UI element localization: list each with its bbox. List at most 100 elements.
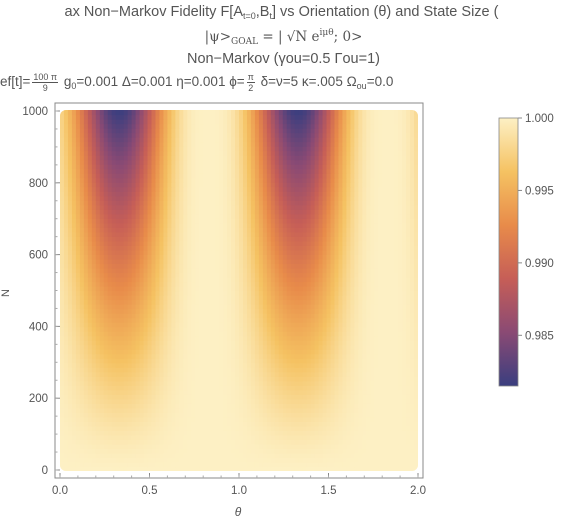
heatmap-cell: [310, 367, 316, 373]
heatmap-cell: [386, 272, 391, 278]
heatmap-cell: [183, 304, 188, 310]
heatmap-cell: [239, 267, 244, 274]
heatmap-cell: [103, 295, 109, 301]
heatmap-cell: [266, 416, 272, 422]
heatmap-cell: [278, 385, 284, 391]
heatmap-cell: [342, 425, 347, 431]
heatmap-cell: [67, 285, 73, 292]
heatmap-cell: [115, 403, 121, 409]
heatmap-cell: [250, 416, 256, 422]
heatmap-cell: [370, 412, 375, 418]
heatmap-cell: [67, 430, 73, 436]
heatmap-cell: [410, 231, 415, 237]
heatmap-cell: [294, 340, 300, 346]
heatmap-cell: [254, 295, 260, 301]
heatmap-cell: [60, 240, 65, 246]
heatmap-cell: [191, 452, 196, 459]
heatmap-cell: [278, 281, 284, 287]
heatmap-cell: [334, 461, 340, 468]
heatmap-cell: [374, 394, 379, 400]
heatmap-cell: [175, 358, 180, 364]
heatmap-cell: [326, 222, 332, 228]
heatmap-cell: [338, 407, 344, 413]
heatmap-cell: [410, 380, 415, 386]
heatmap-cell: [187, 254, 192, 260]
heatmap-cell: [330, 457, 336, 463]
heatmap-cell: [294, 290, 300, 296]
heatmap-cell: [119, 362, 125, 368]
heatmap-cell: [215, 276, 220, 283]
heatmap-cell: [270, 227, 276, 233]
heatmap-cell: [262, 353, 268, 359]
heatmap-cell: [207, 371, 212, 377]
heatmap-cell: [302, 249, 308, 255]
heatmap-cell: [402, 231, 407, 237]
heatmap-cell: [390, 313, 395, 319]
heatmap-cell: [191, 407, 196, 413]
heatmap-cell: [227, 425, 232, 431]
heatmap-cell: [314, 340, 320, 346]
heatmap-cell: [223, 272, 228, 278]
heatmap-cell: [119, 285, 125, 292]
heatmap-cell: [290, 276, 296, 283]
heatmap-cell: [159, 267, 165, 274]
heatmap-cell: [378, 299, 383, 305]
heatmap-cell: [310, 222, 316, 228]
heatmap-cell: [231, 407, 236, 413]
heatmap-cell: [159, 353, 165, 359]
heatmap-cell: [155, 452, 161, 459]
heatmap-cell: [266, 285, 272, 292]
heatmap-cell: [75, 299, 81, 305]
heatmap-cell: [135, 258, 141, 265]
heatmap-cell: [207, 295, 212, 301]
heatmap-cell: [338, 362, 344, 368]
heatmap-cell: [167, 299, 172, 305]
heatmap-cell: [195, 231, 200, 237]
heatmap-cell: [370, 290, 375, 296]
heatmap-cell: [235, 322, 240, 328]
heatmap-cell: [310, 263, 316, 269]
heatmap-cell: [386, 398, 391, 404]
heatmap-cell: [63, 227, 69, 233]
heatmap-cell: [111, 430, 117, 436]
heatmap-cell: [187, 227, 192, 233]
heatmap-cell: [270, 317, 276, 323]
heatmap-cell: [366, 430, 371, 436]
heatmap-cell: [286, 258, 292, 265]
heatmap-cell: [406, 249, 411, 255]
heatmap-cell: [362, 322, 367, 328]
heatmap-cell: [239, 394, 244, 400]
heatmap-cell: [250, 308, 256, 314]
heatmap-cell: [242, 249, 248, 255]
heatmap-cell: [266, 461, 272, 468]
heatmap-cell: [91, 403, 97, 409]
heatmap-cell: [155, 227, 161, 233]
heatmap-cell: [103, 317, 109, 323]
heatmap-cell: [314, 276, 320, 283]
heatmap-cell: [143, 308, 149, 314]
heatmap-cell: [290, 353, 296, 359]
heatmap-cell: [147, 263, 153, 269]
heatmap-cell: [143, 227, 149, 233]
heatmap-cell: [262, 335, 268, 341]
heatmap-cell: [207, 430, 212, 436]
heatmap-cell: [406, 412, 411, 418]
heatmap-cell: [223, 249, 228, 255]
heatmap-cell: [127, 376, 133, 382]
heatmap-cell: [306, 421, 312, 427]
heatmap-cell: [187, 349, 192, 355]
heatmap-cell: [219, 385, 224, 391]
heatmap-cell: [107, 263, 113, 269]
heatmap-cell: [123, 443, 129, 450]
heatmap-cell: [298, 421, 304, 427]
heatmap-cell: [278, 231, 284, 237]
heatmap-cell: [298, 394, 304, 400]
heatmap-cell: [386, 394, 391, 400]
heatmap-cell: [254, 407, 260, 413]
heatmap-cell: [107, 276, 113, 283]
heatmap-cell: [410, 295, 415, 301]
heatmap-cell: [67, 398, 73, 404]
heatmap-cell: [366, 385, 371, 391]
heatmap-cell: [123, 218, 129, 224]
